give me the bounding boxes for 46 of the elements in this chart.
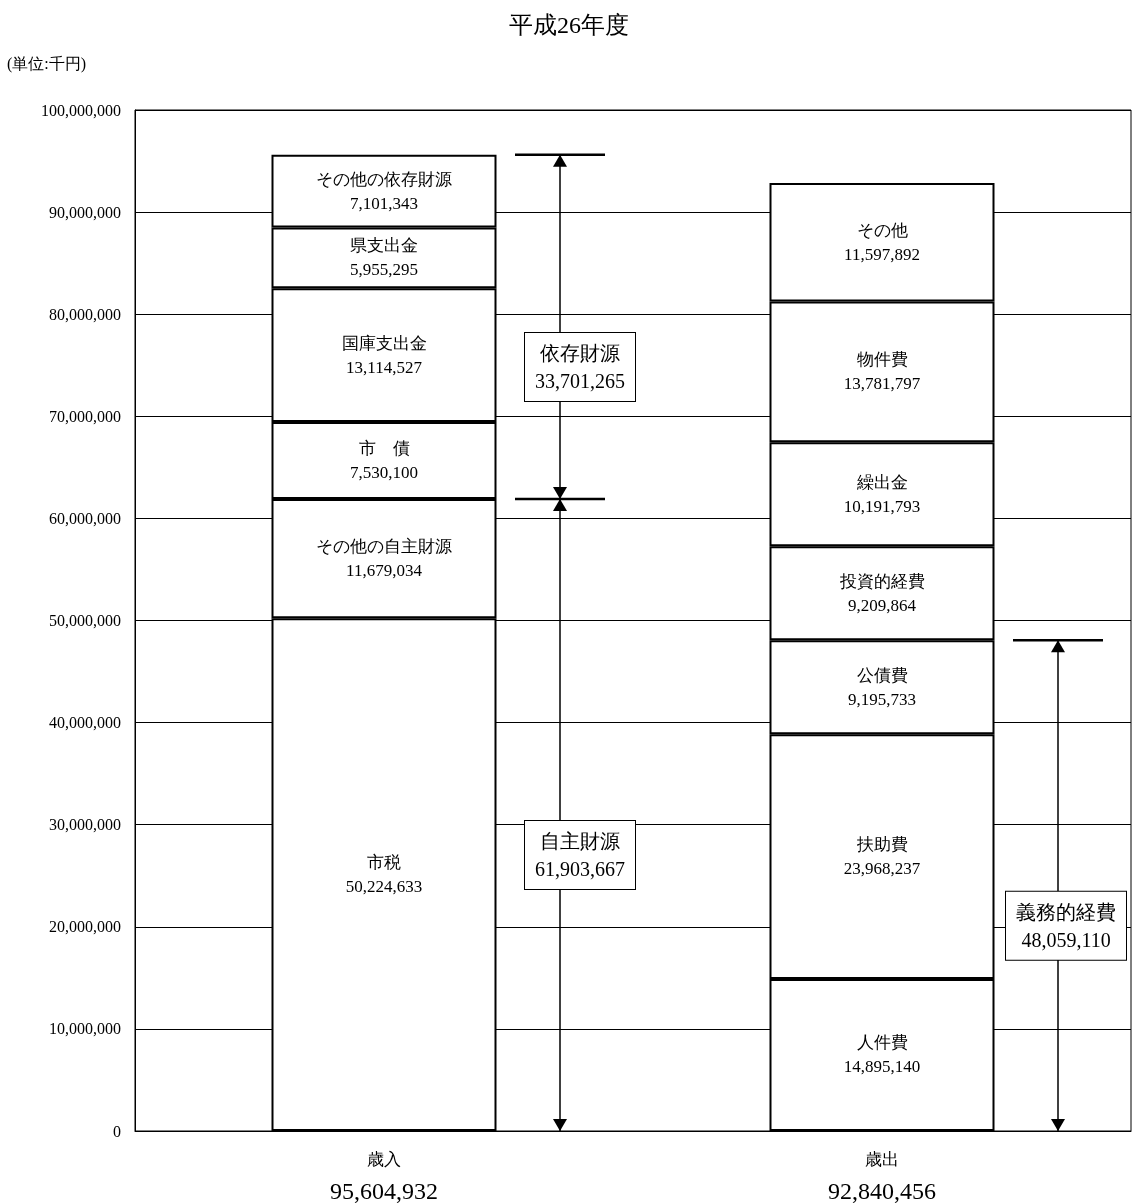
series-label: 市 債 [358, 439, 410, 459]
x-tick-label: 歳入 [367, 1149, 401, 1169]
total-label: 95,604,932 [330, 1178, 438, 1204]
total-label: 92,840,456 [828, 1178, 936, 1204]
y-tick-label: 20,000,000 [49, 918, 121, 936]
data-label: 13,781,797 [843, 374, 921, 394]
series-label: 公債費 [856, 665, 908, 685]
data-label: 7,530,100 [350, 463, 418, 483]
series-label: 扶助費 [855, 835, 908, 855]
y-tick-label: 50,000,000 [49, 612, 121, 629]
data-label: 9,195,733 [848, 689, 916, 709]
y-axis-title: (単位:千円) [7, 54, 87, 73]
data-label: 10,191,793 [843, 496, 921, 516]
series-label: 人件費 [856, 1033, 908, 1053]
chart-title: 平成26年度 [509, 12, 629, 38]
data-label: 5,955,295 [350, 260, 418, 280]
series-label: 投資的経費 [838, 571, 925, 591]
series-label: 県支出金 [350, 236, 418, 256]
series-label: 繰出金 [855, 472, 908, 492]
series-label: 国庫支出金 [341, 333, 427, 353]
y-tick-label: 60,000,000 [49, 509, 121, 527]
data-label: 50,224,633 [345, 877, 423, 897]
x-tick-label: 歳出 [865, 1149, 899, 1169]
series-label: 市税 [367, 853, 401, 873]
y-tick-label: 30,000,000 [49, 816, 121, 834]
y-tick-label: 70,000,000 [49, 407, 121, 425]
annotation: 依存財源 33,701,265 [535, 341, 625, 392]
y-tick-label: 40,000,000 [49, 714, 121, 732]
y-tick-label: 10,000,000 [49, 1020, 121, 1038]
annotation: 自主財源 61,903,667 [535, 829, 625, 880]
series-label: 物件費 [856, 350, 908, 370]
data-label: 9,209,864 [848, 595, 917, 615]
y-tick-label: 0 [113, 1122, 121, 1140]
y-tick-label: 90,000,000 [49, 203, 121, 221]
data-label: 11,597,892 [844, 244, 920, 264]
data-label: 11,679,034 [346, 561, 423, 581]
series-label: その他 [856, 220, 908, 240]
data-label: 7,101,343 [350, 193, 418, 213]
data-label: 14,895,140 [843, 1057, 921, 1077]
data-label: 23,968,237 [843, 859, 921, 879]
y-tick-label: 100,000,000 [41, 101, 121, 119]
data-label: 13,114,527 [346, 357, 423, 377]
series-label: その他の自主財源 [316, 537, 452, 557]
series-label: その他の依存財源 [316, 169, 452, 189]
annotation: 義務的経費 48,059,110 [1016, 900, 1116, 951]
y-tick-label: 80,000,000 [49, 305, 121, 323]
